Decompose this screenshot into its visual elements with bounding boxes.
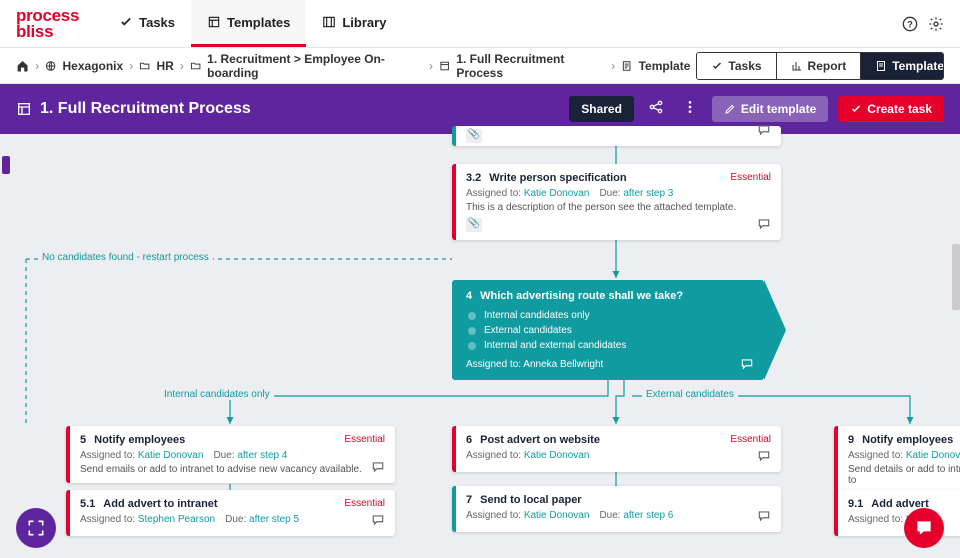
crumb-hr[interactable]: HR: [157, 59, 174, 73]
crumb-recruitment[interactable]: 1. Recruitment > Employee On-boarding: [207, 52, 423, 80]
folder-icon: [139, 60, 150, 72]
view-tasks-label: Tasks: [728, 59, 761, 73]
help-icon[interactable]: ?: [902, 16, 918, 32]
card-5-1[interactable]: Essential 5.1Add advert to intranet Assi…: [66, 490, 395, 536]
crumb-template[interactable]: Template: [639, 59, 691, 73]
globe-icon: [45, 60, 56, 72]
essential-tag: Essential: [344, 434, 385, 445]
check-icon: [711, 60, 723, 72]
comment-icon[interactable]: [757, 217, 771, 234]
scrollbar-thumb[interactable]: [952, 244, 960, 310]
comment-icon[interactable]: [757, 123, 771, 140]
comment-icon[interactable]: [371, 460, 385, 477]
view-toggle: Tasks Report Template: [696, 52, 944, 80]
edit-template-button[interactable]: Edit template: [712, 96, 828, 122]
card-3-2[interactable]: Essential 3.2Write person specification …: [452, 164, 781, 240]
line-label-restart: No candidates found - restart process: [38, 252, 213, 263]
decision-option[interactable]: Internal and external candidates: [466, 338, 750, 353]
chat-button[interactable]: [904, 508, 944, 548]
card-6[interactable]: Essential 6Post advert on website Assign…: [452, 426, 781, 472]
logo: processbliss: [16, 8, 79, 39]
card-partial-top[interactable]: 📎: [452, 126, 781, 146]
crumb-hexagonix[interactable]: Hexagonix: [63, 59, 124, 73]
comment-icon[interactable]: [371, 513, 385, 530]
decision-option[interactable]: Internal candidates only: [466, 308, 750, 323]
check-icon: [119, 15, 133, 29]
chart-icon: [791, 60, 803, 72]
process-canvas[interactable]: No candidates found - restart process In…: [0, 134, 960, 558]
svg-text:?: ?: [907, 19, 913, 29]
fullscreen-button[interactable]: [16, 508, 56, 548]
template-icon: [16, 101, 32, 117]
nav-templates[interactable]: Templates: [191, 0, 306, 47]
create-task-button[interactable]: Create task: [838, 96, 944, 122]
folder-icon: [190, 60, 201, 72]
nav-tasks[interactable]: Tasks: [103, 0, 191, 47]
chat-icon: [914, 518, 934, 538]
top-nav: processbliss Tasks Templates Library ?: [0, 0, 960, 48]
decision-4[interactable]: 4Which advertising route shall we take? …: [452, 280, 764, 380]
card-5[interactable]: Essential 5Notify employees Assigned to:…: [66, 426, 395, 483]
nav-library-label: Library: [342, 15, 386, 30]
attach-icon: 📎: [466, 129, 482, 143]
view-report[interactable]: Report: [776, 53, 861, 79]
doc-icon: [875, 60, 887, 72]
template-icon: [207, 15, 221, 29]
nav-library[interactable]: Library: [306, 0, 402, 47]
view-template[interactable]: Template: [860, 53, 944, 79]
line-label-external: External candidates: [642, 389, 738, 400]
canvas-handle[interactable]: [2, 156, 10, 174]
library-icon: [322, 15, 336, 29]
doc-icon: [621, 60, 632, 72]
pencil-icon: [724, 103, 736, 115]
home-icon[interactable]: [16, 59, 29, 73]
template-icon: [439, 60, 450, 72]
card-7[interactable]: 7Send to local paper Assigned to: Katie …: [452, 486, 781, 532]
comment-icon[interactable]: [757, 449, 771, 466]
essential-tag: Essential: [730, 172, 771, 183]
attach-icon[interactable]: 📎: [466, 218, 482, 232]
comment-icon[interactable]: [757, 509, 771, 526]
essential-tag: Essential: [730, 434, 771, 445]
share-icon[interactable]: [644, 95, 668, 124]
page-title: 1. Full Recruitment Process: [40, 100, 251, 118]
nav-tabs: Tasks Templates Library: [103, 0, 402, 47]
view-template-label: Template: [892, 59, 944, 73]
line-label-internal: Internal candidates only: [160, 389, 274, 400]
crumb-process[interactable]: 1. Full Recruitment Process: [456, 52, 605, 80]
shared-badge[interactable]: Shared: [569, 96, 634, 122]
maximize-icon: [26, 518, 46, 538]
more-icon[interactable]: [678, 95, 702, 124]
gear-icon[interactable]: [928, 16, 944, 32]
essential-tag: Essential: [344, 498, 385, 509]
breadcrumb-bar: › Hexagonix › HR › 1. Recruitment > Empl…: [0, 48, 960, 84]
nav-templates-label: Templates: [227, 15, 290, 30]
view-report-label: Report: [808, 59, 847, 73]
view-tasks[interactable]: Tasks: [697, 53, 775, 79]
card-9[interactable]: 9Notify employees Assigned to: Katie Don…: [834, 426, 960, 494]
decision-option[interactable]: External candidates: [466, 323, 750, 338]
comment-icon[interactable]: [740, 357, 754, 374]
nav-tasks-label: Tasks: [139, 15, 175, 30]
check-icon: [850, 103, 862, 115]
